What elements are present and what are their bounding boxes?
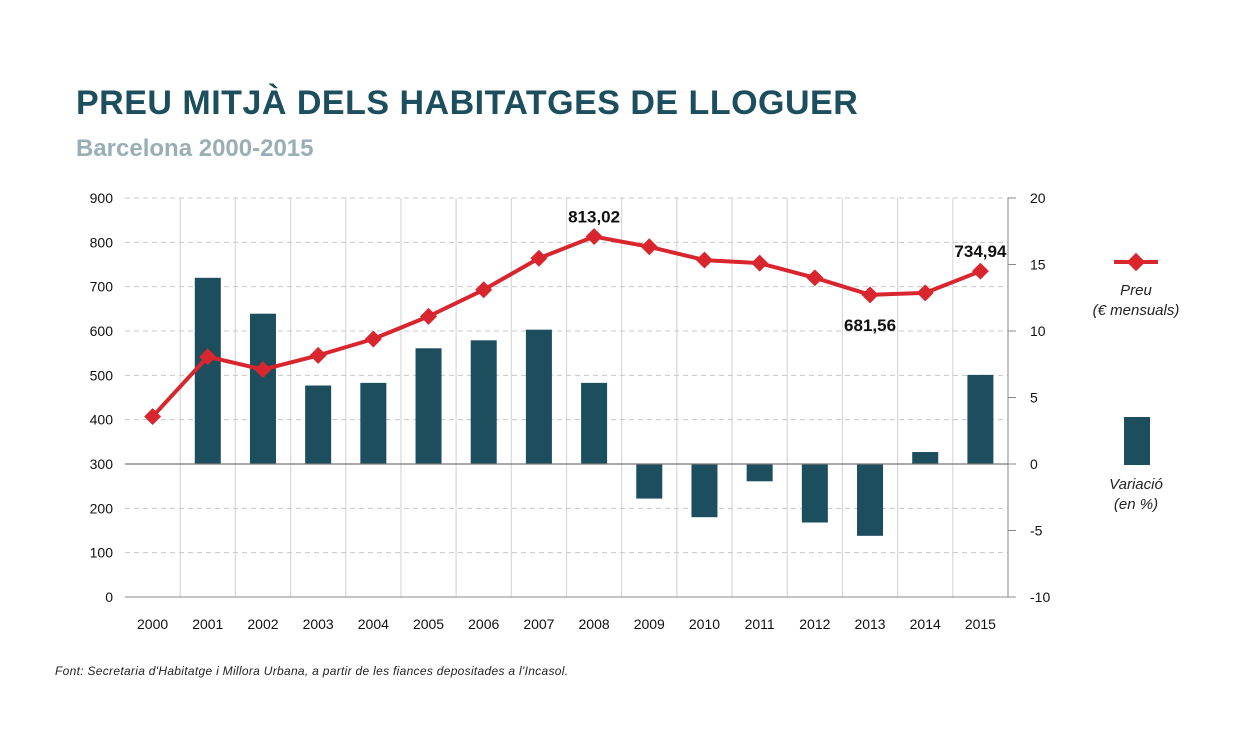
x-tick-label: 2002 bbox=[247, 616, 278, 632]
x-tick-label: 2012 bbox=[799, 616, 830, 632]
right-tick-label: 0 bbox=[1030, 456, 1038, 472]
x-tick-label: 2000 bbox=[137, 616, 168, 632]
legend-bar-swatch bbox=[1124, 417, 1150, 465]
variation-bar bbox=[470, 340, 497, 464]
left-tick-label: 200 bbox=[90, 500, 114, 516]
chart-subtitle: Barcelona 2000-2015 bbox=[76, 135, 314, 162]
variation-bar bbox=[581, 382, 608, 464]
x-tick-label: 2004 bbox=[358, 616, 389, 632]
x-tick-label: 2006 bbox=[468, 616, 499, 632]
price-marker bbox=[475, 281, 493, 299]
left-tick-label: 900 bbox=[90, 190, 114, 206]
price-marker bbox=[916, 284, 934, 302]
variation-bar bbox=[249, 313, 276, 464]
variation-bar bbox=[305, 385, 332, 464]
left-tick-label: 600 bbox=[90, 323, 114, 339]
legend-bar-unit: (en %) bbox=[1114, 496, 1158, 513]
price-marker bbox=[199, 348, 217, 366]
left-tick-label: 700 bbox=[90, 279, 114, 295]
right-tick-label: -10 bbox=[1030, 589, 1050, 605]
price-marker bbox=[585, 228, 603, 246]
bar-layer bbox=[194, 277, 994, 536]
price-annotation: 681,56 bbox=[844, 316, 896, 335]
price-annotation: 734,94 bbox=[954, 242, 1007, 261]
x-tick-label: 2011 bbox=[745, 616, 775, 632]
price-marker bbox=[806, 269, 824, 287]
price-marker bbox=[861, 286, 879, 304]
x-tick-label: 2013 bbox=[854, 616, 885, 632]
variation-bar bbox=[636, 464, 663, 499]
price-marker bbox=[309, 346, 327, 364]
x-tick-label: 2003 bbox=[303, 616, 334, 632]
price-marker bbox=[364, 330, 382, 348]
left-tick-label: 400 bbox=[90, 412, 114, 428]
variation-bar bbox=[525, 329, 552, 464]
left-tick-label: 500 bbox=[90, 367, 114, 383]
price-marker bbox=[751, 254, 769, 272]
variation-bar bbox=[857, 464, 884, 536]
x-tick-label: 2009 bbox=[634, 616, 665, 632]
left-tick-label: 100 bbox=[90, 545, 114, 561]
legend-line-label: Preu bbox=[1120, 282, 1152, 299]
price-marker bbox=[144, 408, 162, 426]
x-tick-label: 2014 bbox=[910, 616, 941, 632]
variation-bar bbox=[967, 374, 994, 464]
price-marker bbox=[530, 249, 548, 267]
source-note: Font: Secretaria d'Habitatge i Millora U… bbox=[55, 664, 569, 678]
x-tick-label: 2001 bbox=[192, 616, 223, 632]
price-marker bbox=[971, 262, 989, 280]
annotation-layer: 813,02 681,56 734,94 bbox=[568, 208, 1007, 335]
left-tick-label: 300 bbox=[90, 456, 114, 472]
x-tick-label: 2015 bbox=[965, 616, 996, 632]
x-tick-label: 2005 bbox=[413, 616, 444, 632]
variation-bar bbox=[194, 277, 221, 464]
variation-bar bbox=[746, 464, 773, 482]
price-marker bbox=[420, 307, 438, 325]
chart-title: PREU MITJÀ DELS HABITATGES DE LLOGUER bbox=[76, 84, 859, 122]
right-tick-label: 10 bbox=[1030, 323, 1046, 339]
legend-line-marker bbox=[1126, 252, 1146, 272]
axis-layer: 0 100 200 300 400 500 600 700 800 900 -10 -5 0 5 10 15 2… bbox=[90, 190, 1051, 632]
legend-bar-label: Variació bbox=[1109, 476, 1163, 493]
variation-bar bbox=[801, 464, 828, 523]
price-line bbox=[151, 234, 982, 418]
variation-bar bbox=[912, 452, 939, 464]
variation-bar bbox=[691, 464, 718, 518]
variation-bar bbox=[360, 382, 387, 464]
legend-line-unit: (€ mensuals) bbox=[1093, 302, 1180, 319]
x-tick-label: 2007 bbox=[523, 616, 554, 632]
price-marker bbox=[695, 251, 713, 269]
price-marker bbox=[640, 238, 658, 256]
variation-bar bbox=[415, 348, 442, 464]
x-tick-label: 2010 bbox=[689, 616, 720, 632]
right-tick-label: -5 bbox=[1030, 523, 1043, 539]
right-tick-label: 15 bbox=[1030, 257, 1046, 273]
right-tick-label: 20 bbox=[1030, 190, 1046, 206]
legend: Preu (€ mensuals) Variació (en %) bbox=[1093, 252, 1180, 513]
right-tick-label: 5 bbox=[1030, 390, 1038, 406]
x-tick-label: 2008 bbox=[579, 616, 610, 632]
left-tick-label: 0 bbox=[105, 589, 113, 605]
left-tick-label: 800 bbox=[90, 234, 114, 250]
line-layer bbox=[144, 228, 989, 426]
price-marker bbox=[254, 361, 272, 379]
price-annotation: 813,02 bbox=[568, 208, 620, 227]
